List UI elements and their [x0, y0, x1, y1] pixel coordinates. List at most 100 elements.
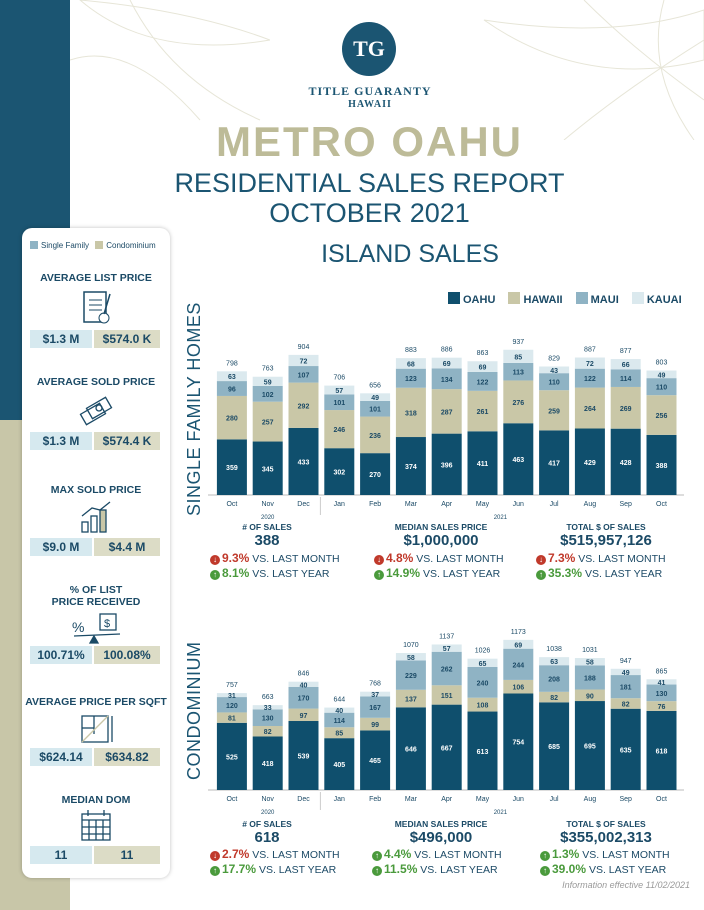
condo-value: $574.4 K: [94, 432, 160, 450]
pct: 17.7%: [222, 862, 257, 876]
x-tick-label: Jul: [550, 501, 559, 508]
vs-text: VS. LAST YEAR: [588, 864, 667, 876]
data-label-hawaii: 76: [658, 704, 666, 711]
bar-total-label: 763: [262, 366, 274, 373]
up-arrow-icon: ↑: [540, 866, 550, 876]
data-label-maui: 110: [656, 385, 667, 392]
data-label-kauai: 66: [622, 362, 630, 369]
data-label-maui: 122: [477, 379, 489, 386]
bar-segment-oahu: [360, 730, 391, 790]
pct: 11.5%: [384, 862, 418, 876]
bar-segment-kauai: [539, 657, 570, 666]
sf-sales-stat: # OF SALES 388: [212, 522, 322, 549]
bar-segment-maui: [395, 660, 426, 690]
bar-total-label: 1070: [403, 642, 419, 649]
bar-segment-kauai: [574, 357, 605, 369]
bar-segment-kauai: [252, 376, 283, 386]
data-label-hawaii: 256: [656, 413, 668, 420]
bar-segment-kauai: [395, 358, 426, 369]
bar-segment-hawaii: [539, 390, 570, 431]
data-label-maui: 244: [512, 662, 524, 669]
year-group-label: 2020: [261, 810, 275, 816]
data-label-maui: 114: [620, 376, 631, 383]
x-tick-label: Nov: [261, 501, 274, 508]
data-label-kauai: 69: [514, 642, 522, 649]
bar-segment-kauai: [503, 349, 534, 363]
metric-label: AVERAGE SOLD PRICE: [36, 376, 156, 388]
down-arrow-icon: ↓: [210, 555, 220, 565]
condo-median-month: ↑ 4.4% VS. LAST MONTH: [372, 847, 502, 861]
x-tick-label: Jun: [513, 501, 524, 508]
data-label-kauai: 69: [443, 361, 451, 368]
bar-total-label: 846: [298, 671, 310, 678]
report-date: OCTOBER 2021: [269, 198, 470, 228]
bar-segment-maui: [360, 696, 391, 718]
data-label-maui: 110: [548, 380, 559, 387]
chart-legend: OAHU HAWAII MAUI KAUAI: [448, 292, 682, 306]
data-label-maui: 188: [584, 675, 596, 682]
vs-text: VS. LAST MONTH: [582, 849, 670, 861]
data-label-oahu: 374: [405, 464, 417, 471]
bar-growth-icon: [81, 501, 111, 533]
vs-text: VS. LAST MONTH: [578, 553, 666, 565]
bar-segment-maui: [503, 362, 534, 381]
pct: 4.4%: [384, 847, 412, 861]
stat-value: $515,957,126: [560, 532, 652, 549]
condo-value: 100.08%: [94, 646, 160, 664]
data-label-kauai: 40: [335, 708, 343, 715]
bar-segment-maui: [288, 686, 319, 709]
bar-total-label: 863: [477, 350, 489, 357]
up-arrow-icon: ↑: [374, 570, 384, 580]
metric-label: AVERAGE LIST PRICE: [40, 272, 152, 284]
data-label-hawaii: 269: [620, 406, 632, 413]
data-label-oahu: 429: [584, 460, 596, 467]
bar-segment-maui: [324, 712, 355, 728]
bar-segment-oahu: [395, 437, 426, 495]
oahu-swatch: [448, 292, 460, 304]
x-tick-label: Sep: [619, 501, 632, 508]
pct: 8.1%: [222, 566, 250, 580]
data-label-maui: 130: [656, 691, 668, 698]
bar-total-label: 865: [656, 668, 668, 675]
pct: 39.0%: [552, 862, 587, 876]
data-label-maui: 262: [441, 667, 453, 674]
bar-segment-oahu: [324, 448, 355, 495]
data-label-kauai: 72: [586, 361, 594, 368]
bar-total-label: 1137: [439, 633, 454, 640]
condo-total-year: ↑ 39.0% VS. LAST YEAR: [540, 862, 666, 876]
vs-text: VS. LAST MONTH: [252, 553, 340, 565]
up-arrow-icon: ↑: [536, 570, 546, 580]
bar-segment-hawaii: [360, 416, 391, 454]
bar-segment-kauai: [360, 691, 391, 697]
bar-total-label: 768: [369, 681, 381, 688]
data-label-oahu: 302: [333, 470, 345, 477]
bar-segment-oahu: [216, 722, 247, 790]
bar-segment-hawaii: [288, 382, 319, 428]
data-label-hawaii: 82: [550, 695, 558, 702]
bar-segment-oahu: [574, 701, 605, 790]
sf-total-month: ↓ 7.3% VS. LAST MONTH: [536, 551, 666, 565]
data-label-hawaii: 287: [441, 409, 453, 416]
bar-segment-hawaii: [252, 401, 283, 442]
data-label-kauai: 85: [514, 354, 522, 361]
condo-sales-month: ↓ 2.7% VS. LAST MONTH: [210, 847, 340, 861]
bar-segment-hawaii: [360, 717, 391, 731]
data-label-kauai: 69: [479, 365, 487, 372]
legend-oahu: OAHU: [463, 294, 496, 306]
stat-value: 388: [254, 532, 280, 549]
up-arrow-icon: ↑: [372, 866, 382, 876]
bar-segment-maui: [610, 675, 641, 699]
vs-text: VS. LAST YEAR: [252, 568, 330, 580]
data-label-hawaii: 151: [441, 693, 453, 700]
data-label-maui: 102: [262, 392, 274, 399]
bar-segment-hawaii: [431, 389, 462, 434]
data-label-hawaii: 264: [584, 406, 596, 413]
bar-segment-oahu: [503, 693, 534, 790]
data-label-oahu: 359: [226, 465, 238, 472]
bar-total-label: 803: [656, 360, 668, 367]
bar-total-label: 706: [333, 375, 345, 382]
condo-value: $634.82: [94, 748, 160, 766]
data-label-maui: 134: [441, 377, 453, 384]
data-label-oahu: 428: [620, 460, 632, 467]
bar-total-label: 937: [512, 339, 524, 346]
